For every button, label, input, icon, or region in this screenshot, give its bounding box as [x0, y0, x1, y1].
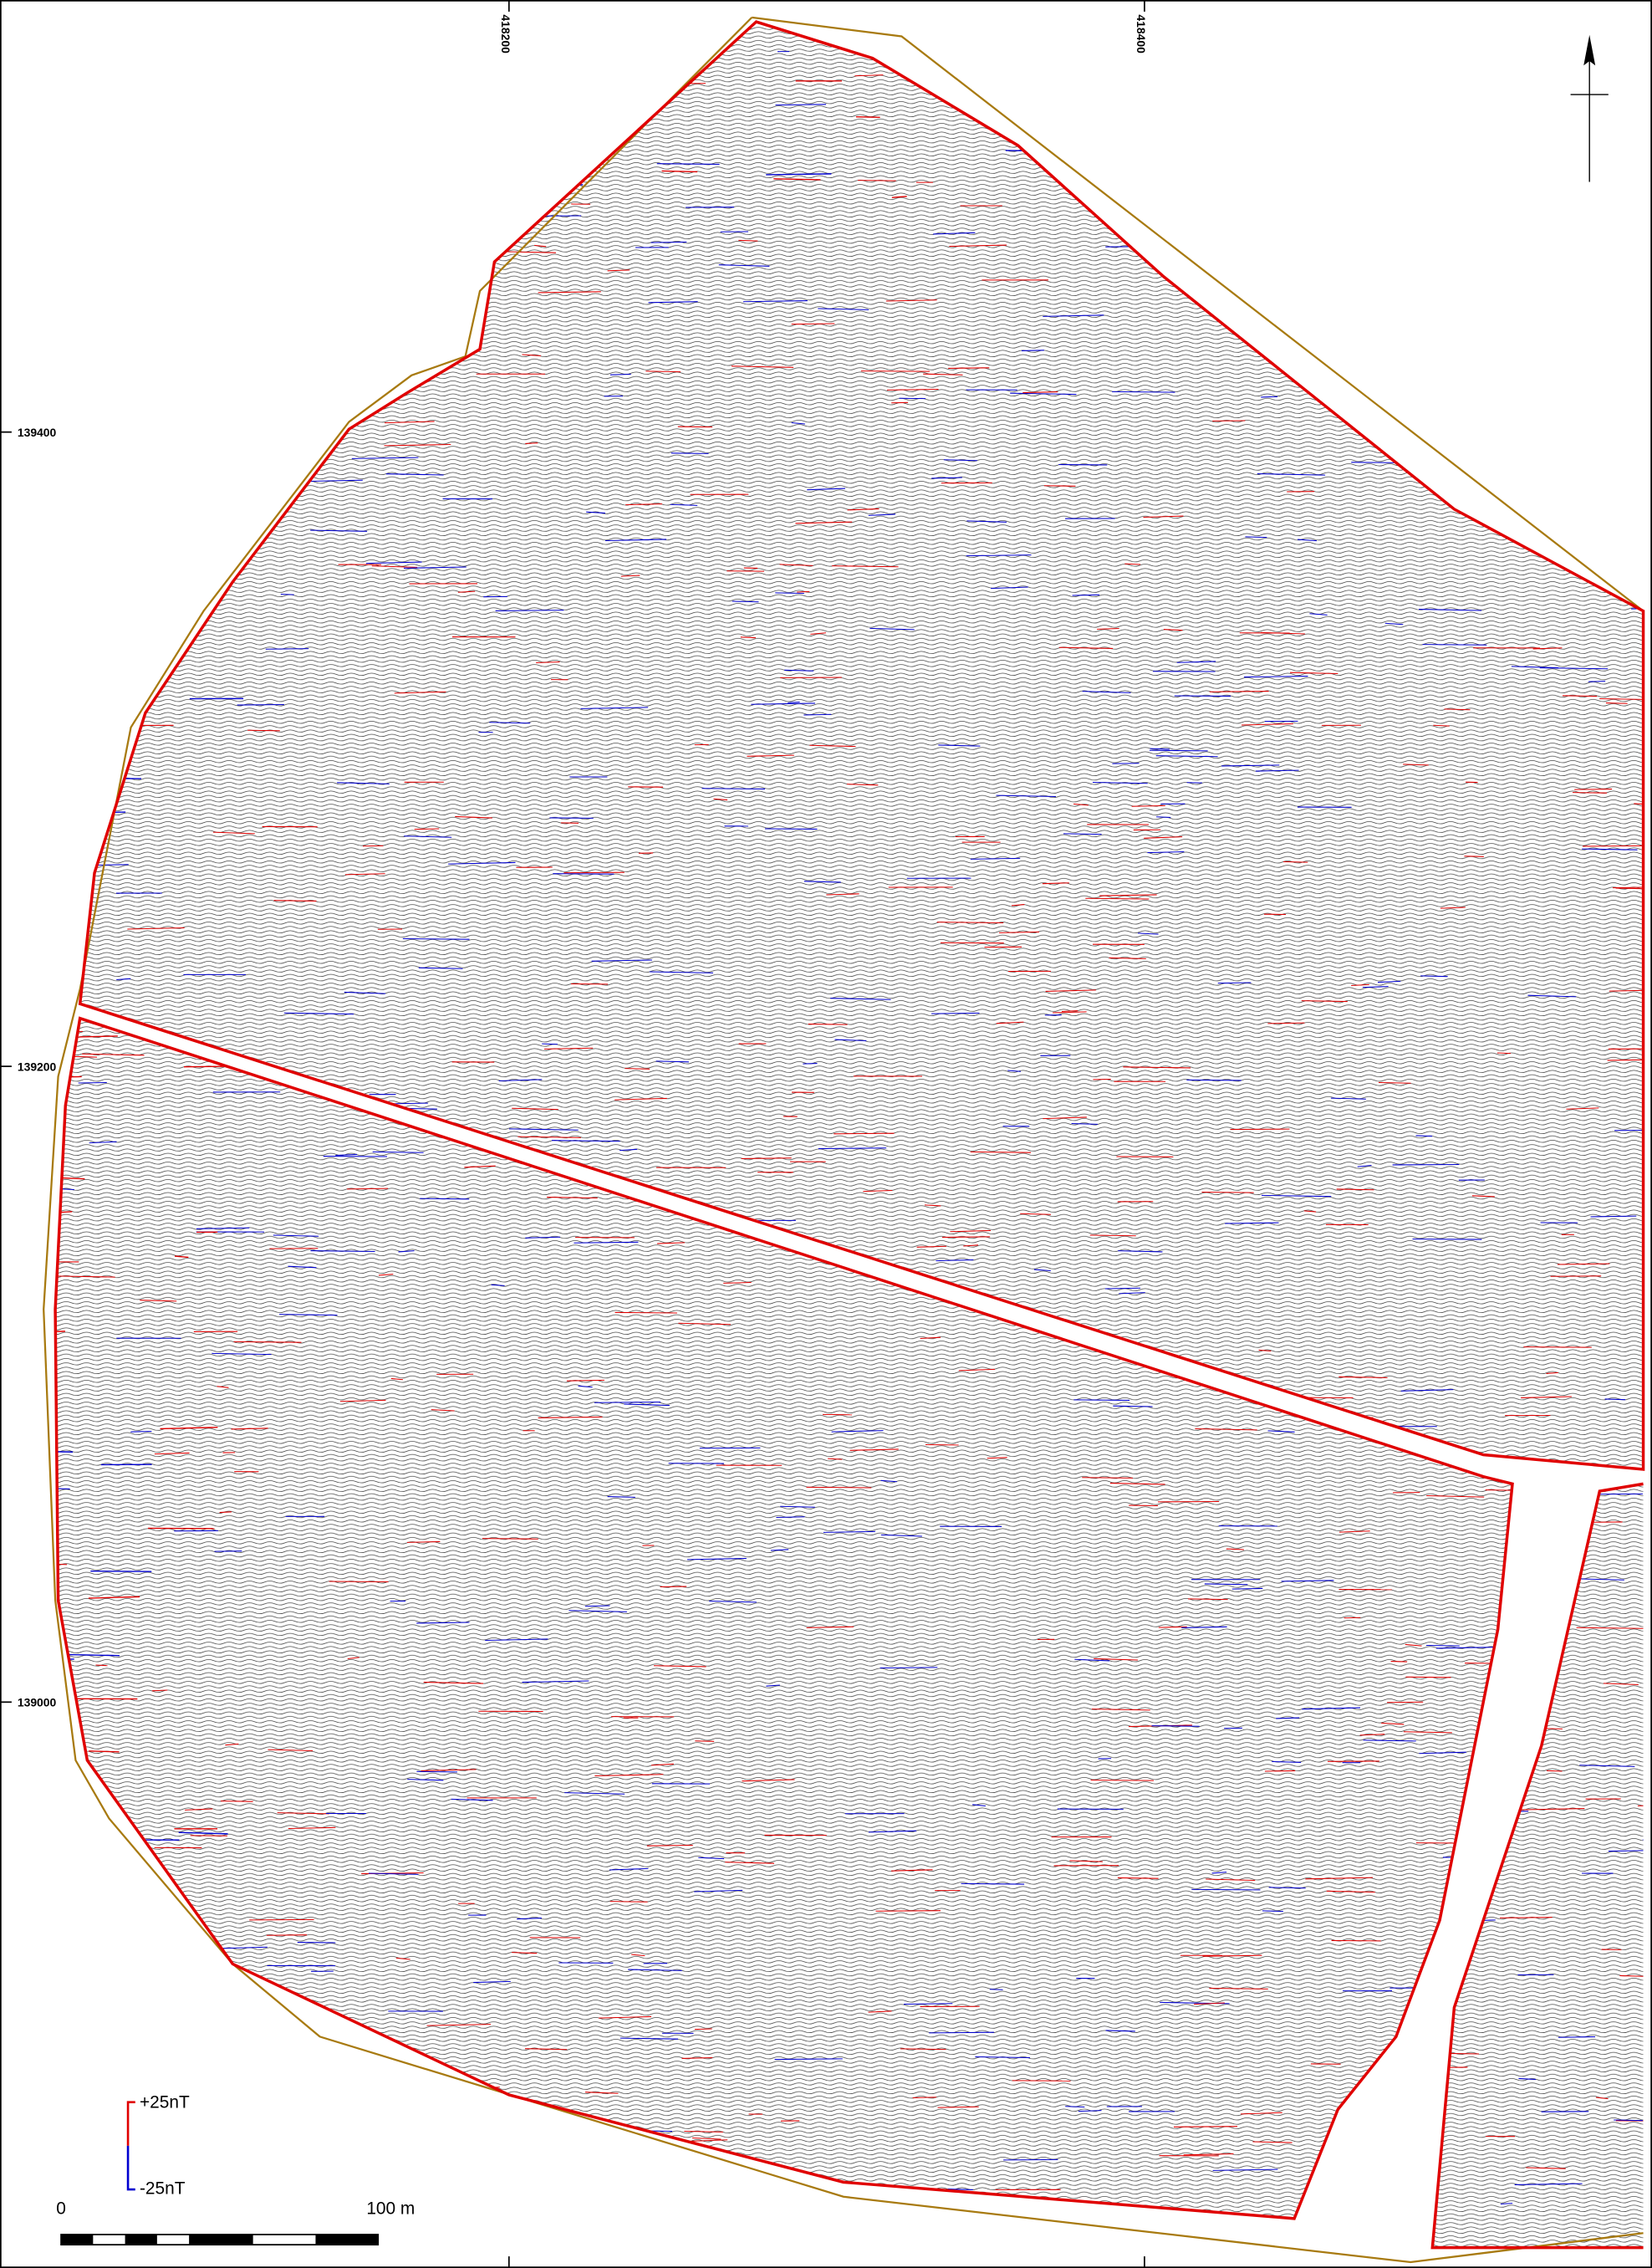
trace-anomaly — [647, 1845, 693, 1846]
trace-anomaly — [420, 1198, 469, 1199]
legend-label: -25nT — [140, 2179, 186, 2198]
northing-label: 139400 — [18, 426, 57, 439]
trace-anomaly — [1188, 1599, 1228, 1600]
trace-anomaly — [1573, 793, 1607, 794]
trace-anomaly — [803, 714, 831, 715]
trace-anomaly — [1497, 1053, 1511, 1054]
trace-anomaly — [1112, 391, 1175, 392]
trace-anomaly — [1574, 789, 1612, 790]
trace-anomaly — [415, 829, 440, 830]
survey-map: 418200 418400 139400 139200 139000 +25nT… — [0, 0, 1652, 2268]
easting-label: 418400 — [1134, 14, 1148, 54]
trace-anomaly — [1022, 350, 1044, 351]
trace-anomaly — [610, 1902, 648, 1903]
trace-anomaly — [1558, 2037, 1595, 2038]
trace-anomaly — [347, 1188, 388, 1189]
northing-label: 139200 — [18, 1060, 57, 1073]
trace-anomaly — [610, 374, 631, 375]
trace-anomaly — [904, 2004, 952, 2005]
trace-anomaly — [95, 1665, 107, 1666]
trace-anomaly — [266, 649, 308, 650]
trace-anomaly — [1265, 1770, 1295, 1771]
scale-label: 0 — [56, 2199, 66, 2219]
trace-anomaly — [1391, 1662, 1408, 1663]
trace-anomaly — [1091, 1780, 1154, 1781]
trace-anomaly — [267, 1935, 307, 1936]
page: 418200 418400 139400 139200 139000 +25nT… — [0, 0, 1652, 2268]
trace-anomaly — [876, 1911, 941, 1912]
trace-anomaly — [79, 1082, 107, 1083]
trace-anomaly — [1152, 1726, 1200, 1727]
trace-anomaly — [594, 1402, 660, 1403]
trace-anomaly — [856, 117, 880, 118]
trace-anomaly — [695, 2029, 712, 2030]
trace-anomaly — [403, 938, 470, 939]
scale-label: 100 m — [366, 2199, 415, 2219]
trace-anomaly — [1464, 856, 1483, 857]
trace-anomaly — [1426, 1646, 1460, 1647]
trace-anomaly — [1423, 645, 1487, 646]
trace-anomaly — [695, 1741, 714, 1742]
trace-anomaly — [1606, 703, 1628, 704]
trace-anomaly — [671, 453, 709, 454]
trace-anomaly — [525, 443, 538, 444]
northing-label: 139000 — [18, 1696, 57, 1709]
trace-anomaly — [742, 1158, 792, 1159]
trace-anomaly — [645, 371, 681, 372]
trace-anomaly — [797, 591, 809, 592]
trace-anomaly — [89, 1751, 119, 1752]
trace-anomaly — [1191, 1889, 1260, 1890]
trace-anomaly — [247, 730, 280, 731]
trace-anomaly — [1150, 750, 1208, 751]
trace-anomaly — [249, 1919, 314, 1920]
trace-anomaly — [1174, 2127, 1237, 2128]
trace-anomaly — [220, 1512, 232, 1513]
trace-anomaly — [1156, 817, 1170, 818]
trace-anomaly — [542, 1044, 558, 1045]
trace-anomaly — [775, 2059, 843, 2060]
trace-anomaly — [1082, 1478, 1133, 1479]
trace-anomaly — [1085, 898, 1149, 899]
trace-anomaly — [221, 1801, 253, 1802]
trace-anomaly — [1523, 1347, 1591, 1348]
trace-anomaly — [1614, 2120, 1643, 2121]
trace-anomaly — [942, 1237, 990, 1238]
trace-anomaly — [775, 593, 804, 594]
trace-anomaly — [482, 1539, 538, 1540]
trace-anomaly — [1201, 1192, 1253, 1193]
trace-anomaly — [615, 1312, 677, 1313]
trace-anomaly — [929, 2032, 994, 2033]
trace-anomaly — [961, 1883, 1025, 1884]
trace-anomaly — [130, 1431, 151, 1432]
trace-anomaly — [1261, 396, 1277, 397]
trace-anomaly — [1044, 486, 1076, 487]
trace-anomaly — [237, 705, 284, 706]
trace-anomaly — [1267, 1023, 1304, 1024]
trace-anomaly — [1073, 1400, 1129, 1401]
trace-anomaly — [803, 1064, 817, 1065]
legend-label: +25nT — [140, 2093, 190, 2112]
trace-anomaly — [1232, 1588, 1263, 1589]
trace-anomaly — [1547, 1770, 1562, 1771]
trace-anomaly — [808, 1024, 848, 1025]
trace-anomaly — [1105, 1288, 1140, 1289]
trace-anomaly — [1583, 845, 1646, 846]
trace-anomaly — [1405, 1677, 1451, 1678]
trace-anomaly — [948, 368, 989, 369]
easting-label: 418200 — [499, 14, 512, 54]
trace-anomaly — [1416, 1136, 1433, 1137]
trace-anomaly — [625, 1069, 650, 1070]
trace-anomaly — [95, 865, 128, 866]
trace-anomaly — [329, 1581, 389, 1582]
trace-anomaly — [1262, 1911, 1283, 1912]
trace-anomaly — [900, 2049, 946, 2050]
trace-anomaly — [807, 1487, 872, 1488]
trace-anomaly — [834, 1133, 894, 1134]
